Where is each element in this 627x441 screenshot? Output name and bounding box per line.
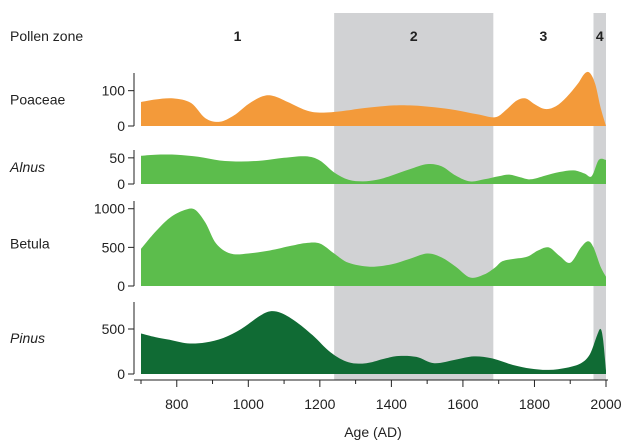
x-tick-label: 1400 (376, 396, 407, 412)
y-tick-label: 100 (102, 83, 126, 99)
x-tick-label: 1600 (447, 396, 478, 412)
y-tick-label: 0 (117, 366, 125, 382)
y-tick-label: 50 (109, 150, 125, 166)
zone-number-label: 2 (410, 28, 418, 44)
series-label-poaceae: Poaceae (10, 92, 65, 108)
area-alnus (141, 154, 606, 184)
y-tick-label: 500 (102, 321, 126, 337)
y-tick-label: 0 (117, 118, 125, 134)
x-tick-label: 1200 (304, 396, 335, 412)
series-label-betula: Betula (10, 236, 50, 252)
area-poaceae (141, 71, 606, 126)
series-area-layer (141, 71, 606, 374)
axis-layer (128, 73, 608, 387)
zone-number-label: 1 (234, 28, 242, 44)
area-pinus (141, 311, 606, 374)
x-tick-label: 800 (165, 396, 189, 412)
x-tick-label: 1000 (233, 396, 264, 412)
zone-number-label: 3 (540, 28, 548, 44)
series-label-alnus: Alnus (9, 159, 45, 175)
x-tick-label: 2000 (590, 396, 621, 412)
area-betula (141, 208, 606, 286)
x-tick-label: 1800 (519, 396, 550, 412)
y-tick-label: 0 (117, 278, 125, 294)
y-tick-label: 500 (102, 239, 126, 255)
pollen-zone-label: Pollen zone (10, 28, 83, 44)
zone-band-4 (593, 13, 606, 380)
label-layer: Pollen zone Age (AD) 1 2 3 4 0 100 Poaceae 0 50 A… (9, 28, 622, 440)
zone-band-layer (334, 13, 606, 380)
zone-band-2 (334, 13, 494, 380)
y-tick-label: 0 (117, 176, 125, 192)
zone-number-label: 4 (596, 28, 604, 44)
x-axis-title: Age (AD) (344, 424, 402, 440)
series-label-pinus: Pinus (10, 330, 45, 346)
y-tick-label: 1000 (94, 201, 125, 217)
